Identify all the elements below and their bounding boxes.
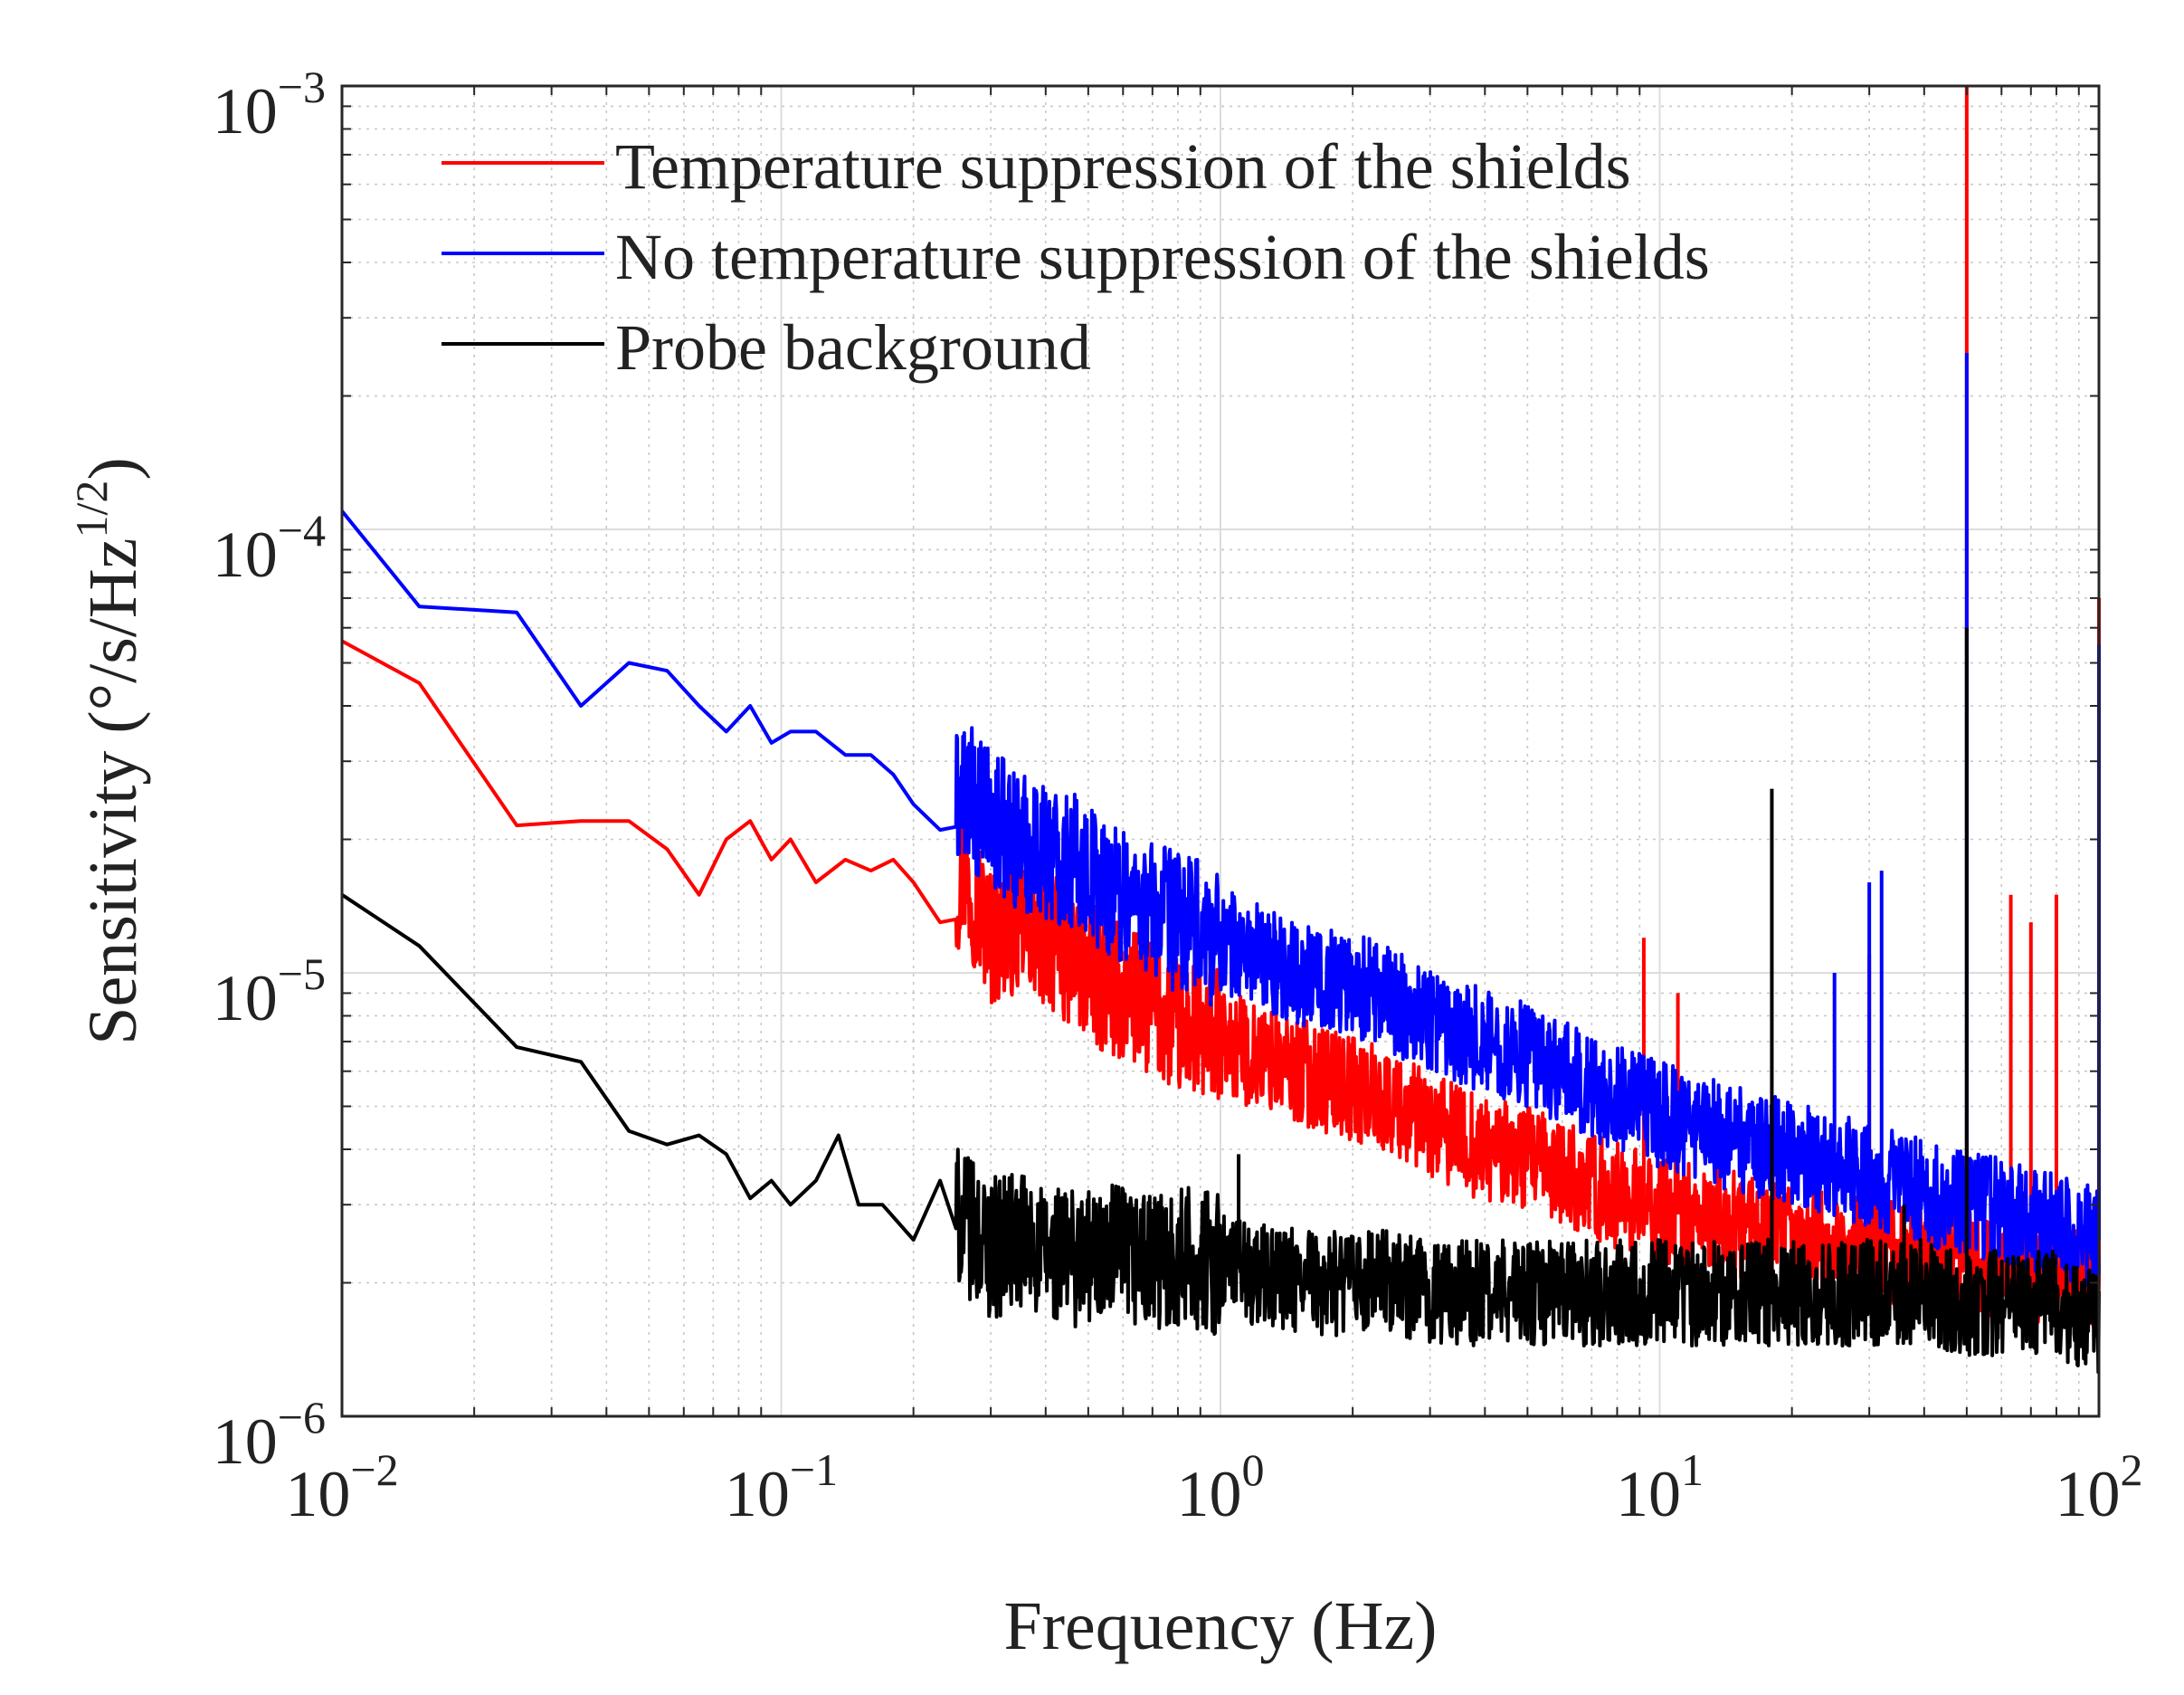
y-tick-label: 10−3	[213, 62, 326, 148]
x-tick-exponent: −1	[790, 1444, 838, 1495]
x-tick-exponent: 1	[1681, 1444, 1704, 1495]
x-tick-exponent: −2	[350, 1444, 398, 1495]
legend-item: No temperature suppression of the shield…	[442, 221, 1710, 293]
y-tick-exponent: −4	[278, 505, 326, 556]
x-tick-exponent: 2	[2121, 1444, 2143, 1495]
y-axis-label-superscript: 1/2	[66, 481, 117, 538]
x-tick-exponent: 0	[1242, 1444, 1265, 1495]
x-tick-base: 10	[2056, 1458, 2121, 1530]
legend-label: Probe background	[615, 311, 1091, 384]
x-tick-label: 101	[1616, 1444, 1704, 1530]
x-tick-label: 100	[1177, 1444, 1265, 1530]
x-tick-label: 10−1	[725, 1444, 838, 1530]
y-axis-label-close: )	[75, 457, 151, 480]
x-tick-base: 10	[285, 1458, 350, 1530]
x-tick-base: 10	[1616, 1458, 1681, 1530]
x-tick-label: 102	[2056, 1444, 2143, 1530]
y-axis-label: Sensitivity (°/s/Hz1/2)	[66, 457, 151, 1045]
y-tick-base: 10	[213, 519, 278, 591]
tick-marks	[342, 86, 2099, 1416]
y-tick-label: 10−4	[213, 505, 326, 591]
x-tick-base: 10	[1177, 1458, 1242, 1530]
plot-frame	[340, 84, 2101, 1418]
legend: Temperature suppression of the shields No…	[442, 130, 1710, 384]
y-tick-label: 10−6	[213, 1392, 326, 1478]
y-tick-exponent: −5	[278, 948, 326, 999]
x-tick-base: 10	[725, 1458, 790, 1530]
x-tick-label: 10−2	[285, 1444, 398, 1530]
legend-item: Probe background	[442, 311, 1091, 384]
y-tick-base: 10	[213, 1405, 278, 1478]
series-line	[340, 509, 2101, 1291]
legend-label: No temperature suppression of the shield…	[615, 221, 1710, 293]
legend-item: Temperature suppression of the shields	[442, 130, 1631, 203]
y-tick-exponent: −6	[278, 1392, 326, 1443]
x-axis-label: Frequency (Hz)	[1003, 1588, 1437, 1664]
legend-label: Temperature suppression of the shields	[615, 130, 1631, 203]
y-axis-label-main: Sensitivity (°/s/Hz	[75, 538, 151, 1044]
y-tick-label: 10−5	[213, 948, 326, 1034]
series-line	[340, 893, 2101, 1375]
y-tick-exponent: −3	[278, 62, 326, 112]
y-tick-base: 10	[213, 75, 278, 148]
y-tick-base: 10	[213, 962, 278, 1034]
series-line	[341, 639, 2101, 1332]
series-probe-background	[340, 627, 2101, 1375]
